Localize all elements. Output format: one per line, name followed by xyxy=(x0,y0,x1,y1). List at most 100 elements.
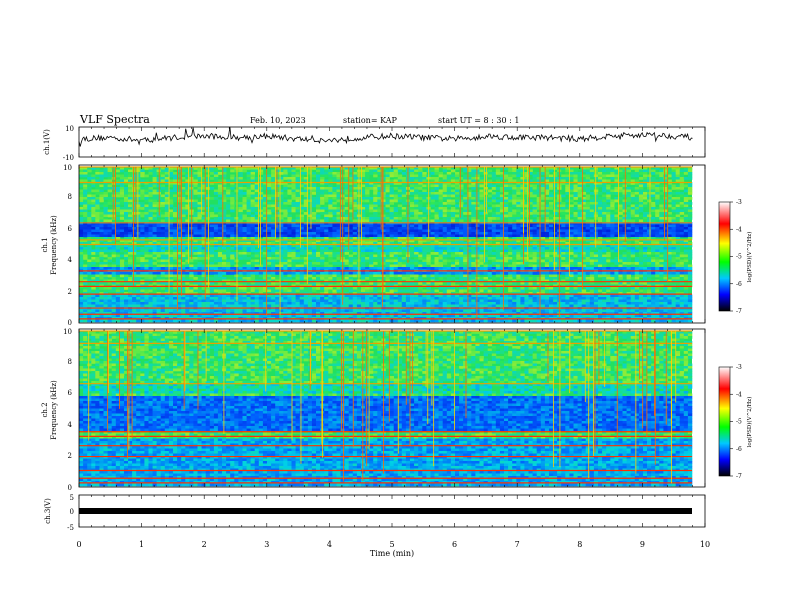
spectrogram-cell xyxy=(352,189,358,193)
spectrogram-cell xyxy=(373,259,378,263)
spectrogram-cell xyxy=(148,227,153,230)
spectrogram-cell xyxy=(230,257,235,260)
spectrogram-cell xyxy=(95,204,100,208)
spectrogram-cell xyxy=(520,229,525,233)
spectrogram-cell xyxy=(311,192,317,195)
spectrogram-cell xyxy=(95,247,100,250)
spectrogram-cell xyxy=(573,177,578,180)
spectrogram-cell xyxy=(267,229,272,233)
spectrogram-cell xyxy=(438,249,443,253)
spectrogram-cell xyxy=(516,167,521,170)
spectrogram-cell xyxy=(573,169,578,173)
spectrogram-cell xyxy=(683,252,689,255)
spectrogram-cell xyxy=(373,262,378,265)
spectrogram-cell xyxy=(569,227,574,230)
spectrogram-cell xyxy=(267,197,272,200)
spectrogram-cell xyxy=(385,247,390,250)
spectrogram-cell xyxy=(156,232,161,235)
spectrogram-cell xyxy=(410,259,415,263)
spectrogram-cell xyxy=(144,209,149,213)
spectrogram-cell xyxy=(242,224,247,228)
spectrogram-cell xyxy=(303,212,309,215)
spectrogram-cell xyxy=(647,187,652,190)
spectrogram-cell xyxy=(95,234,100,238)
spectrogram-cell xyxy=(238,212,243,215)
spectrogram-cell xyxy=(393,182,399,185)
spectrogram-cell xyxy=(87,252,92,255)
spectrogram-cell xyxy=(655,207,660,210)
spectrogram-cell xyxy=(626,254,631,258)
spectrogram-cell xyxy=(675,204,681,208)
spectrogram-cell xyxy=(258,169,264,173)
spectrogram-cell xyxy=(446,182,452,185)
spectrogram-cell xyxy=(647,254,652,258)
spectrogram-cell xyxy=(410,177,415,180)
spectrogram-cell xyxy=(430,214,435,218)
spectrogram-cell xyxy=(168,172,174,175)
spectrogram-cell xyxy=(508,167,513,170)
spectrogram-cell xyxy=(79,229,84,233)
spectrogram-cell xyxy=(450,207,456,210)
spectrogram-cell xyxy=(532,224,537,228)
spectrogram-cell xyxy=(185,252,190,255)
spectrogram-cell xyxy=(414,219,419,223)
spectrogram-cell xyxy=(565,207,570,210)
spectrogram-cell xyxy=(140,167,145,170)
spectrogram-cell xyxy=(291,177,296,180)
spectrogram-cell xyxy=(271,234,276,238)
spectrogram-cell xyxy=(491,217,497,220)
spectrogram-cell xyxy=(540,254,546,258)
spectrogram-cell xyxy=(246,234,251,238)
spectrogram-cell xyxy=(536,259,542,263)
spectrogram-cell xyxy=(136,177,141,180)
spectrogram-cell xyxy=(630,167,636,170)
spectrogram-cell xyxy=(434,209,439,213)
spectrogram-cell xyxy=(181,167,186,170)
spectrogram-cell xyxy=(520,259,525,263)
spectrogram-cell xyxy=(99,187,104,190)
spectrogram-cell xyxy=(659,199,664,203)
spectrogram-cell xyxy=(634,257,640,260)
spectrogram-cell xyxy=(536,224,542,228)
spectrogram-cell xyxy=(205,257,211,260)
spectrogram-cell xyxy=(316,214,321,218)
spectrogram-cell xyxy=(344,184,349,188)
spectrogram-cell xyxy=(536,234,542,238)
spectrogram-cell xyxy=(442,229,448,233)
spectrogram-cell xyxy=(83,212,88,215)
spectrogram-cell xyxy=(438,252,443,255)
spectrogram-cell xyxy=(593,252,599,255)
spectrogram-cell xyxy=(606,257,611,260)
spectrogram-cell xyxy=(156,184,161,188)
spectrogram-cell xyxy=(561,169,566,173)
spectrogram-cell xyxy=(450,177,456,180)
spectrogram-cell xyxy=(365,192,370,195)
spectrogram-cell xyxy=(222,172,227,175)
spectrogram-cell xyxy=(528,187,533,190)
spectrogram-cell xyxy=(467,199,472,203)
spectrogram-cell xyxy=(197,192,202,195)
spectrogram-cell xyxy=(610,247,615,250)
spectrogram-cell xyxy=(463,234,468,238)
spectrogram-cell xyxy=(573,172,578,175)
spectrogram-cell xyxy=(634,187,640,190)
spectrogram-cell xyxy=(418,224,423,228)
spectrogram-cell xyxy=(643,167,648,170)
spectrogram-cell xyxy=(352,192,358,195)
spectrogram-cell xyxy=(450,217,456,220)
spectrogram-cell xyxy=(132,187,137,190)
spectrogram-cell xyxy=(516,207,521,210)
spectrogram-cell xyxy=(201,174,206,178)
spectrogram-cell xyxy=(626,187,631,190)
spectrogram-cell xyxy=(361,169,366,173)
spectrogram-cell xyxy=(320,262,325,265)
spectrogram-cell xyxy=(598,227,603,230)
spectrogram-cell xyxy=(181,202,186,205)
spectrogram-cell xyxy=(495,167,501,170)
spectrogram-cell xyxy=(679,182,685,185)
spectrogram-cell xyxy=(365,234,370,238)
spectrogram-cell xyxy=(197,202,202,205)
spectrogram-cell xyxy=(193,167,198,170)
spectrogram-cell xyxy=(504,187,509,190)
spectrogram-cell xyxy=(495,217,501,220)
